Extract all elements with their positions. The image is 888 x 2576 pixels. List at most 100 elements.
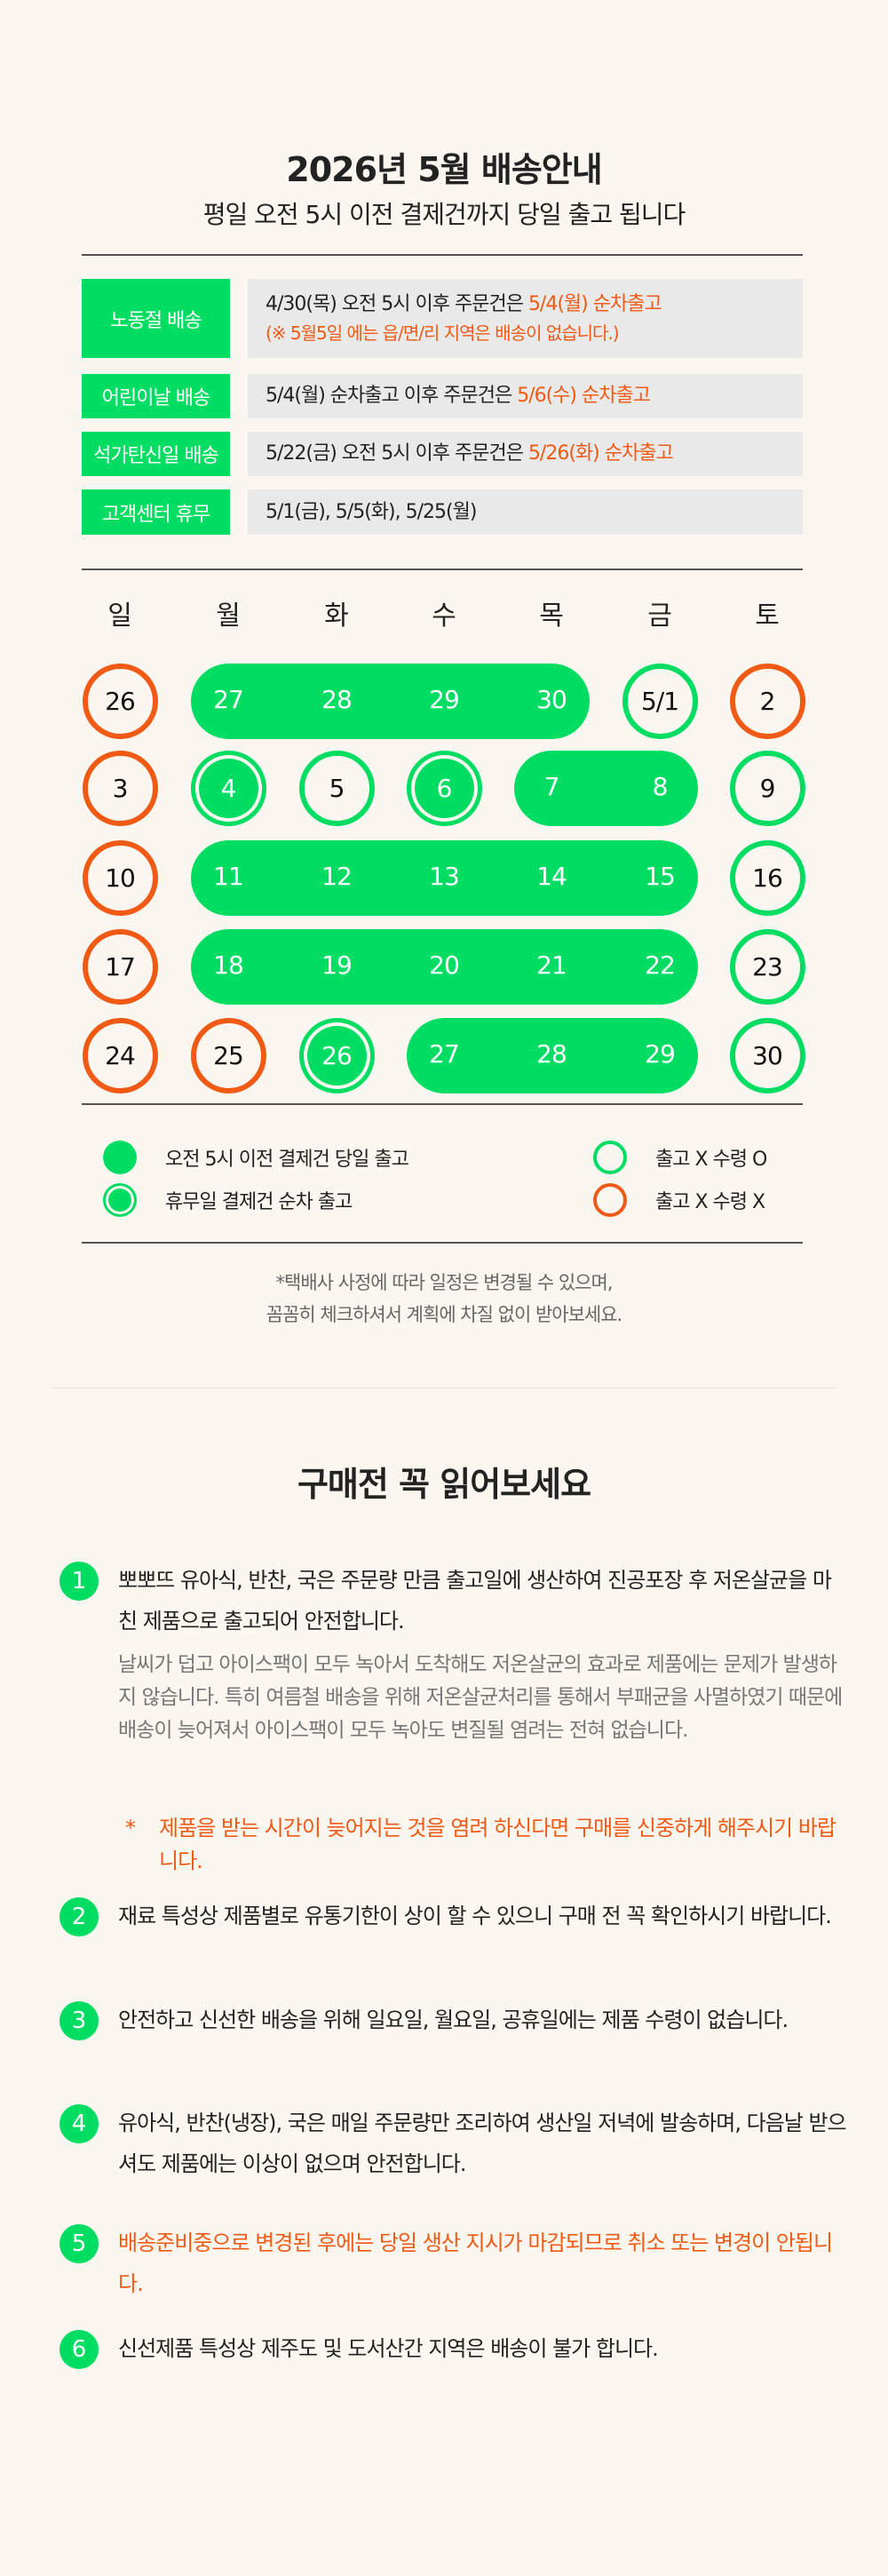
- notice-text: 안전하고 신선한 배송을 위해 일요일, 월요일, 공휴일에는 제품 수령이 없…: [118, 2008, 789, 2032]
- asterisk-icon: *: [125, 1816, 136, 1841]
- number-badge: 5: [59, 2224, 99, 2263]
- calendar-day-recv: 9: [729, 750, 805, 826]
- calendar-day-off: 3: [82, 750, 158, 826]
- calendar-day-ship: 28: [321, 685, 353, 714]
- orange-ring-icon: [593, 1183, 627, 1217]
- filled-circle-icon: [103, 1141, 137, 1174]
- calendar-day-seq: 6: [406, 750, 482, 826]
- schedule-content: 4/30(목) 오전 5시 이후 주문건은 5/4(월) 순차출고 (※ 5월5…: [248, 279, 803, 358]
- divider: [82, 1103, 803, 1105]
- schedule-content: 5/1(금), 5/5(화), 5/25(월): [248, 489, 803, 535]
- divider: [82, 254, 803, 256]
- calendar-day-off: 25: [190, 1017, 266, 1093]
- schedule-row-labor-day: 노동절 배송 4/30(목) 오전 5시 이후 주문건은 5/4(월) 순차출고…: [82, 279, 803, 358]
- calendar-day-recv: 16: [729, 839, 805, 916]
- divider: [82, 1242, 803, 1244]
- calendar-day-off: 2: [729, 663, 805, 739]
- legend-off: 출고 X 수령 X: [593, 1183, 765, 1217]
- double-circle-icon: [103, 1183, 137, 1217]
- calendar-day-recv: 30: [729, 1017, 805, 1093]
- calendar-day-ship: 13: [429, 862, 460, 891]
- weekday-header: 수: [432, 600, 456, 632]
- legend-recv: 출고 X 수령 O: [593, 1141, 767, 1174]
- schedule-text: 5/22(금) 오전 5시 이후 주문건은: [266, 442, 528, 465]
- number-badge: 6: [59, 2330, 99, 2369]
- calendar-day-ship: 19: [321, 950, 353, 980]
- calendar-day-off: 26: [82, 663, 158, 739]
- same-day-ship-bar: [190, 839, 698, 916]
- number-badge: 2: [59, 1897, 99, 1936]
- calendar-day-ship: 30: [536, 685, 567, 714]
- schedule-text: 5/1(금), 5/5(화), 5/25(월): [266, 500, 477, 523]
- calendar-day-ship: 8: [652, 772, 669, 801]
- legend-label: 오전 5시 이전 결제건 당일 출고: [165, 1149, 409, 1171]
- calendar-day-ship: 12: [321, 862, 353, 891]
- legend-label: 출고 X 수령 X: [655, 1191, 765, 1213]
- schedule-label: 노동절 배송: [82, 279, 230, 358]
- calendar-day-ship: 22: [645, 950, 676, 980]
- calendar-day-ship: 20: [429, 950, 460, 980]
- divider: [82, 568, 803, 570]
- calendar-day-recv: 23: [729, 928, 805, 1005]
- notice-text: 뽀뽀뜨 유아식, 반찬, 국은 주문량 만큼 출고일에 생산하여 진공포장 후 …: [118, 1568, 832, 1634]
- calendar-day-ship: 29: [645, 1039, 676, 1069]
- note-line: 꼼꼼히 체크하셔서 계획에 차질 없이 받아보세요.: [266, 1304, 622, 1325]
- notice-text: 재료 특성상 제품별로 유통기한이 상이 할 수 있으니 구매 전 꼭 확인하시…: [118, 1904, 832, 1928]
- calendar-day-ship: 28: [536, 1039, 567, 1069]
- schedule-label: 어린이날 배송: [82, 374, 230, 418]
- calendar-day-ship: 18: [213, 950, 244, 980]
- calendar-day-seq: 4: [190, 750, 266, 826]
- page-subtitle: 평일 오전 5시 이전 결제건까지 당일 출고 됩니다: [202, 200, 686, 229]
- calendar-day-off: 24: [82, 1017, 158, 1093]
- calendar-day-recv: 5: [298, 750, 375, 826]
- schedule-row-childrens-day: 어린이날 배송 5/4(월) 순차출고 이후 주문건은 5/6(수) 순차출고: [82, 374, 803, 418]
- green-ring-icon: [593, 1141, 627, 1174]
- weekday-header: 월: [216, 600, 241, 632]
- calendar-day-off: 10: [82, 839, 158, 916]
- notice-warning: 제품을 받는 시간이 늦어지는 것을 염려 하신다면 구매를 신중하게 해주시기…: [159, 1816, 836, 1873]
- calendar-day-ship: 11: [213, 862, 244, 891]
- legend-label: 출고 X 수령 O: [655, 1149, 767, 1171]
- calendar-day-ship: 27: [213, 685, 244, 714]
- weekday-header: 일: [107, 600, 132, 632]
- calendar-day-ship: 29: [429, 685, 460, 714]
- calendar-day-ship: 15: [645, 862, 676, 891]
- calendar-day-ship: 21: [536, 950, 567, 980]
- notice-subtext: 날씨가 덥고 아이스팩이 모두 녹아서 도착해도 저온살균의 효과로 제품에는 …: [118, 1653, 843, 1742]
- weekday-header: 화: [324, 600, 349, 632]
- legend-seq: 휴무일 결제건 순차 출고: [103, 1183, 353, 1217]
- weekday-header: 금: [647, 600, 672, 632]
- same-day-ship-bar: [190, 928, 698, 1005]
- notice-text: 유아식, 반찬(냉장), 국은 매일 주문량만 조리하여 생산일 저녁에 발송하…: [118, 2111, 847, 2176]
- calendar-day-ship: 7: [543, 772, 560, 801]
- legend-ship: 오전 5시 이전 결제건 당일 출고: [103, 1141, 409, 1174]
- notice-text: 배송준비중으로 변경된 후에는 당일 생산 지시가 마감되므로 취소 또는 변경…: [118, 2230, 833, 2296]
- notice-text: 신선제품 특성상 제주도 및 도서산간 지역은 배송이 불가 합니다.: [118, 2336, 659, 2361]
- schedule-text: 4/30(목) 오전 5시 이후 주문건은: [266, 292, 528, 315]
- number-badge: 3: [59, 2001, 99, 2040]
- same-day-ship-bar: [513, 750, 698, 826]
- calendar-day-ship: 27: [429, 1039, 460, 1069]
- schedule-content: 5/4(월) 순차출고 이후 주문건은 5/6(수) 순차출고: [248, 374, 803, 418]
- schedule-highlight: 5/4(월) 순차출고: [527, 292, 662, 315]
- number-badge: 1: [59, 1562, 99, 1601]
- schedule-label: 석가탄신일 배송: [82, 432, 230, 476]
- note-line: *택배사 사정에 따라 일정은 변경될 수 있으며,: [275, 1272, 614, 1293]
- number-badge: 4: [59, 2104, 99, 2143]
- schedule-row-cs-holiday: 고객센터 휴무 5/1(금), 5/5(화), 5/25(월): [82, 489, 803, 535]
- legend-label: 휴무일 결제건 순차 출고: [165, 1191, 353, 1213]
- schedule-content: 5/22(금) 오전 5시 이후 주문건은 5/26(화) 순차출고: [248, 432, 803, 476]
- section-divider: [52, 1387, 836, 1388]
- same-day-ship-bar: [190, 663, 590, 739]
- schedule-row-buddha-day: 석가탄신일 배송 5/22(금) 오전 5시 이후 주문건은 5/26(화) 순…: [82, 432, 803, 476]
- calendar-day-recv: 5/1: [622, 663, 698, 739]
- schedule-text: 5/4(월) 순차출고 이후 주문건은: [266, 385, 518, 407]
- calendar-day-off: 17: [82, 928, 158, 1005]
- schedule-highlight: 5/6(수) 순차출고: [517, 385, 651, 407]
- calendar-day-ship: 14: [536, 862, 567, 891]
- weekday-header: 토: [755, 600, 780, 632]
- same-day-ship-bar: [406, 1017, 698, 1093]
- section-title: 구매전 꼭 읽어보세요: [297, 1465, 591, 1504]
- schedule-highlight: 5/26(화) 순차출고: [527, 442, 674, 465]
- page-title: 2026년 5월 배송안내: [286, 150, 602, 189]
